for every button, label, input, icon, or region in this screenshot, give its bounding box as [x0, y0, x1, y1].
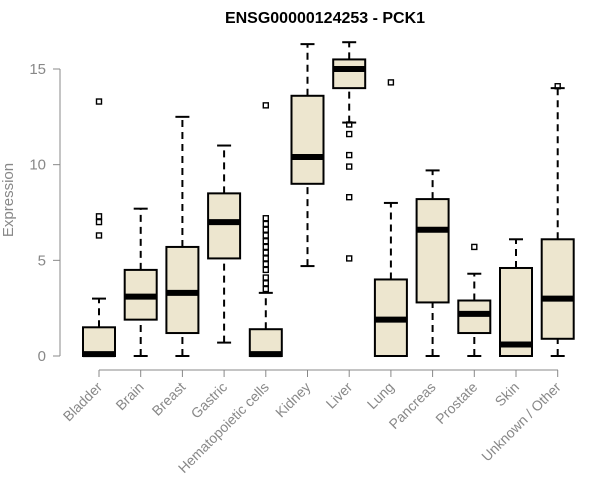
box-brain: [123, 207, 158, 357]
x-tick-label: Bladder: [60, 379, 106, 425]
outlier-point: [262, 260, 269, 268]
box-bladder: [82, 98, 116, 358]
x-tick-label: Breast: [149, 379, 189, 419]
iqr-box: [540, 238, 575, 340]
x-tick-label: Lung: [364, 379, 397, 412]
iqr-box: [207, 192, 242, 260]
outlier-point: [262, 266, 269, 274]
y-tick-label: 5: [38, 252, 46, 269]
outlier-point: [346, 163, 353, 170]
outlier-point: [95, 213, 103, 220]
outlier-point: [262, 285, 269, 293]
iqr-box: [332, 58, 367, 90]
box-hematopoietic-cells: [248, 102, 283, 358]
iqr-box: [290, 94, 325, 185]
iqr-box: [499, 266, 533, 357]
outlier-point: [346, 151, 353, 159]
box-skin: [499, 238, 533, 357]
y-axis-ticks: 0 5 10 15: [29, 61, 60, 365]
chart-title: ENSG00000124253 - PCK1: [225, 10, 425, 27]
x-tick-label: Liver: [323, 379, 356, 412]
box-unknown-other: [540, 83, 575, 357]
x-tick-label: Kidney: [272, 379, 314, 421]
y-tick-label: 10: [29, 157, 46, 174]
outlier-point: [262, 237, 269, 245]
outlier-point: [95, 218, 103, 226]
outlier-point: [95, 232, 103, 239]
outlier-point: [387, 79, 395, 86]
y-tick-label: 15: [29, 61, 46, 78]
box-breast: [165, 115, 200, 357]
outlier-point: [262, 220, 269, 228]
boxes-group: [82, 41, 575, 358]
outlier-point: [262, 226, 269, 233]
x-tick-label: Skin: [492, 379, 523, 410]
y-axis-label: Expression: [0, 163, 17, 237]
box-kidney: [290, 43, 325, 268]
outlier-point: [262, 102, 269, 109]
y-tick-label: 0: [38, 348, 46, 365]
box-gastric: [207, 144, 242, 344]
outlier-point: [262, 280, 269, 287]
box-prostate: [457, 243, 492, 357]
outlier-point: [262, 215, 269, 222]
outlier-point: [95, 98, 103, 105]
outlier-point: [346, 121, 353, 128]
outlier-point: [262, 249, 269, 256]
box-pancreas: [415, 169, 450, 357]
x-tick-label: Prostate: [432, 379, 480, 427]
box-lung: [373, 79, 408, 358]
iqr-box: [415, 198, 450, 304]
outlier-point: [262, 274, 269, 281]
outlier-point: [262, 232, 269, 239]
x-tick-label: Unknown / Other: [478, 379, 564, 465]
outlier-point: [346, 255, 353, 262]
outlier-point: [346, 130, 353, 138]
outlier-point: [554, 83, 561, 90]
outlier-point: [471, 243, 478, 251]
outlier-point: [262, 243, 269, 251]
outlier-point: [262, 255, 269, 262]
outlier-point: [346, 193, 353, 201]
box-liver: [332, 41, 367, 262]
x-tick-label: Brain: [112, 379, 146, 413]
